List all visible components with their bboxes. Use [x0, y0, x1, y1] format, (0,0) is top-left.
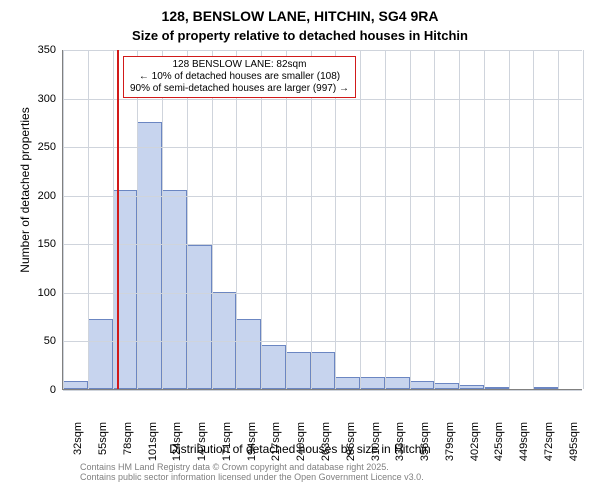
- y-tick-label: 350: [24, 44, 56, 56]
- gridline-v: [162, 50, 163, 389]
- gridline-h: [63, 99, 582, 100]
- gridline-v: [484, 50, 485, 389]
- marker-line: [117, 50, 119, 389]
- histogram-bar: [459, 385, 484, 389]
- gridline-h: [63, 293, 582, 294]
- gridline-h: [63, 196, 582, 197]
- gridline-v: [583, 50, 584, 389]
- y-tick-label: 100: [24, 287, 56, 299]
- y-tick-label: 0: [24, 384, 56, 396]
- histogram-bar: [360, 377, 385, 389]
- histogram-bar: [484, 387, 509, 389]
- y-tick-label: 200: [24, 190, 56, 202]
- attribution-line1: Contains HM Land Registry data © Crown c…: [80, 462, 424, 472]
- y-tick-label: 50: [24, 335, 56, 347]
- attribution: Contains HM Land Registry data © Crown c…: [80, 462, 424, 483]
- y-tick-label: 150: [24, 238, 56, 250]
- gridline-v: [509, 50, 510, 389]
- gridline-v: [533, 50, 534, 389]
- gridline-v: [63, 50, 64, 389]
- histogram-bar: [311, 352, 336, 389]
- histogram-bar: [286, 352, 311, 389]
- gridline-v: [311, 50, 312, 389]
- histogram-bar: [410, 381, 435, 389]
- annotation-line2: ← 10% of detached houses are smaller (10…: [130, 71, 349, 83]
- gridline-h: [63, 50, 582, 51]
- gridline-v: [335, 50, 336, 389]
- chart-container: 128, BENSLOW LANE, HITCHIN, SG4 9RA Size…: [0, 0, 600, 500]
- y-tick-label: 300: [24, 93, 56, 105]
- gridline-v: [459, 50, 460, 389]
- chart-title: 128, BENSLOW LANE, HITCHIN, SG4 9RA: [0, 8, 600, 24]
- x-axis-label: Distribution of detached houses by size …: [0, 442, 600, 456]
- gridline-h: [63, 341, 582, 342]
- gridline-v: [410, 50, 411, 389]
- gridline-v: [434, 50, 435, 389]
- gridline-v: [236, 50, 237, 389]
- gridline-v: [286, 50, 287, 389]
- gridline-v: [88, 50, 89, 389]
- histogram-bar: [533, 387, 558, 389]
- histogram-bar: [385, 377, 410, 389]
- y-tick-label: 250: [24, 141, 56, 153]
- gridline-v: [261, 50, 262, 389]
- histogram-bar: [212, 292, 237, 389]
- gridline-h: [63, 390, 582, 391]
- annotation-line3: 90% of semi-detached houses are larger (…: [130, 83, 349, 95]
- gridline-v: [113, 50, 114, 389]
- gridline-v: [360, 50, 361, 389]
- plot-area: 128 BENSLOW LANE: 82sqm ← 10% of detache…: [62, 50, 582, 390]
- histogram-bar: [261, 345, 286, 389]
- histogram-bar: [187, 245, 212, 389]
- histogram-bar: [137, 122, 162, 389]
- attribution-line2: Contains public sector information licen…: [80, 472, 424, 482]
- histogram-bar: [335, 377, 360, 389]
- gridline-h: [63, 147, 582, 148]
- gridline-v: [558, 50, 559, 389]
- gridline-h: [63, 244, 582, 245]
- histogram-bar: [162, 190, 187, 389]
- histogram-bar: [236, 319, 261, 389]
- gridline-v: [187, 50, 188, 389]
- annotation-line1: 128 BENSLOW LANE: 82sqm: [130, 59, 349, 71]
- histogram-bar: [88, 319, 113, 389]
- histogram-bar: [63, 381, 88, 389]
- histogram-bar: [434, 383, 459, 389]
- chart-subtitle: Size of property relative to detached ho…: [0, 28, 600, 43]
- gridline-v: [137, 50, 138, 389]
- annotation-box: 128 BENSLOW LANE: 82sqm ← 10% of detache…: [123, 56, 356, 98]
- gridline-v: [212, 50, 213, 389]
- gridline-v: [385, 50, 386, 389]
